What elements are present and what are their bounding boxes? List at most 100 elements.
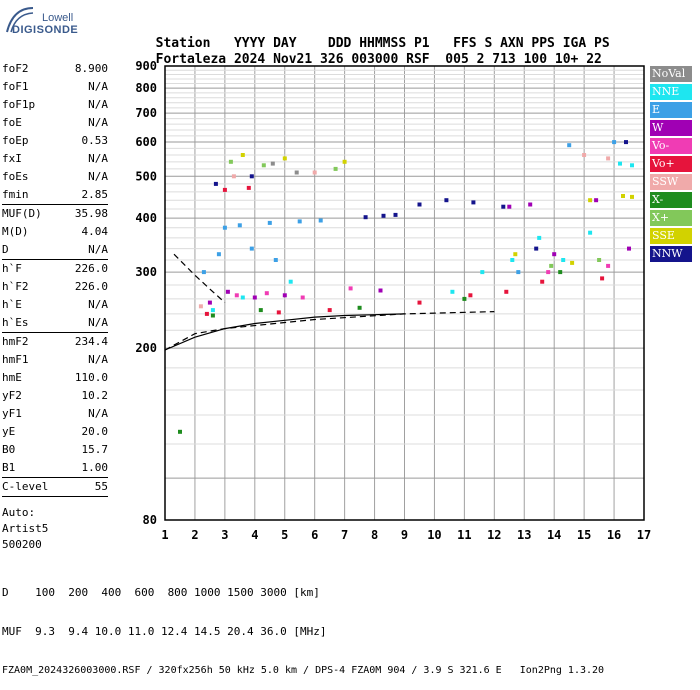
param-value: 234.4 bbox=[74, 335, 108, 348]
logo-text-bottom: DIGISONDE bbox=[12, 24, 79, 36]
point-nnw bbox=[249, 174, 254, 179]
point-sse bbox=[630, 194, 634, 199]
param-value: N/A bbox=[88, 98, 108, 111]
point-x bbox=[258, 308, 263, 313]
param-label: fmin bbox=[2, 188, 29, 201]
point-ssw bbox=[231, 174, 236, 179]
point-vo bbox=[327, 308, 332, 313]
legend: NoVal NNE E W Vo- Vo+ SSW X- X+ SSE NNW bbox=[650, 66, 692, 264]
param-row: h`F2 226.0 bbox=[2, 278, 108, 296]
param-row: B0 15.7 bbox=[2, 441, 108, 459]
y-tick-label: 300 bbox=[135, 265, 157, 279]
x-tick-label: 9 bbox=[401, 528, 408, 542]
param-label: C-level bbox=[2, 480, 49, 493]
point-nnw bbox=[363, 215, 368, 220]
param-value: 20.0 bbox=[81, 425, 109, 438]
legend-item-w: W bbox=[650, 120, 692, 136]
digisonde-logo-icon bbox=[6, 7, 34, 33]
param-label: hmF2 bbox=[2, 335, 29, 348]
legend-item-e: E bbox=[650, 102, 692, 118]
point-nne bbox=[510, 258, 515, 262]
parameters-panel: foF2 8.900 foF1 N/A foF1p N/A foE N/A foEp 0.… bbox=[2, 60, 108, 553]
param-value: 10.2 bbox=[81, 389, 109, 402]
point-vo bbox=[540, 279, 545, 284]
chart-axes: 1 2 3 4 5 6 7 8 9 10 11 12 13 14 15 16 17802003004005006… bbox=[135, 59, 651, 542]
param-label: M(D) bbox=[2, 225, 29, 238]
point-w bbox=[507, 204, 512, 209]
x-tick-label: 13 bbox=[517, 528, 531, 542]
y-tick-label: 900 bbox=[135, 59, 157, 73]
y-tick-label: 400 bbox=[135, 211, 157, 225]
param-row: hmE 110.0 bbox=[2, 369, 108, 387]
param-value: N/A bbox=[88, 80, 108, 93]
header-label-pps: PPS bbox=[531, 36, 555, 51]
divider bbox=[2, 496, 108, 497]
param-label: h`F2 bbox=[2, 280, 29, 293]
param-row: MUF(D) 35.98 bbox=[2, 205, 108, 223]
point-nne bbox=[450, 289, 455, 294]
legend-item-x-minus: X- bbox=[650, 192, 692, 208]
plot-frame bbox=[164, 65, 645, 521]
param-value: 8.900 bbox=[74, 62, 108, 75]
point-ssw bbox=[198, 304, 203, 309]
ionogram-chart: 1 2 3 4 5 6 7 8 9 10 11 12 13 14 15 16 17802003004005006… bbox=[135, 59, 651, 542]
param-value: 226.0 bbox=[74, 262, 108, 275]
point-x bbox=[178, 429, 182, 434]
header-label-station: Station bbox=[155, 36, 211, 51]
point-x bbox=[210, 313, 215, 318]
param-value: N/A bbox=[88, 407, 108, 420]
header-value-s: 2 bbox=[476, 52, 485, 67]
auto-line: Artist5 bbox=[2, 522, 49, 535]
point-e bbox=[267, 220, 272, 225]
param-value: N/A bbox=[88, 298, 108, 311]
point-vo bbox=[276, 310, 281, 315]
point-e bbox=[516, 270, 521, 275]
param-value: 0.53 bbox=[81, 134, 109, 147]
param-value: 55 bbox=[94, 480, 108, 493]
point-e bbox=[318, 218, 323, 223]
x-tick-label: 17 bbox=[637, 528, 651, 542]
point-sse bbox=[513, 252, 518, 257]
param-row: yF2 10.2 bbox=[2, 387, 108, 405]
point-nne bbox=[240, 295, 245, 300]
legend-item-x-plus: X+ bbox=[650, 210, 692, 226]
param-value: 15.7 bbox=[81, 443, 109, 456]
point-vo bbox=[600, 276, 605, 281]
param-label: yF2 bbox=[2, 389, 22, 402]
param-row: yF1 N/A bbox=[2, 405, 108, 423]
param-label: h`Es bbox=[2, 316, 29, 329]
point-w bbox=[552, 252, 557, 257]
param-label: hmF1 bbox=[2, 353, 29, 366]
point-sse bbox=[570, 260, 575, 265]
profile-solid-line bbox=[164, 313, 405, 351]
param-label: D bbox=[2, 243, 9, 256]
param-label: foF1p bbox=[2, 98, 36, 111]
header-label-yyyy: YYYY bbox=[233, 36, 266, 51]
param-label: hmE bbox=[2, 371, 22, 384]
divider bbox=[2, 204, 108, 205]
point-e bbox=[567, 143, 572, 148]
legend-item-ssw: SSW bbox=[650, 174, 692, 190]
param-label: foE bbox=[2, 116, 22, 129]
param-row: foE N/A bbox=[2, 114, 108, 132]
header-label-p1: P1 bbox=[413, 36, 430, 51]
point-e bbox=[612, 140, 617, 145]
y-tick-label: 80 bbox=[143, 513, 157, 527]
x-tick-label: 14 bbox=[547, 528, 561, 542]
param-row: B1 1.00 bbox=[2, 459, 108, 477]
param-row: fxI N/A bbox=[2, 150, 108, 168]
point-w bbox=[282, 293, 287, 298]
x-tick-label: 2 bbox=[191, 528, 198, 542]
param-label: h`F bbox=[2, 262, 22, 275]
point-x bbox=[558, 270, 563, 275]
x-tick-label: 1 bbox=[161, 528, 168, 542]
point-w bbox=[627, 246, 631, 251]
param-value: N/A bbox=[88, 353, 108, 366]
header-value-p1: RSF bbox=[406, 52, 430, 67]
x-tick-label: 11 bbox=[457, 528, 471, 542]
point-vo bbox=[222, 187, 227, 192]
divider bbox=[2, 332, 108, 333]
header-value-axn: 713 bbox=[492, 52, 516, 67]
point-sse bbox=[621, 194, 625, 198]
point-e bbox=[249, 246, 254, 251]
